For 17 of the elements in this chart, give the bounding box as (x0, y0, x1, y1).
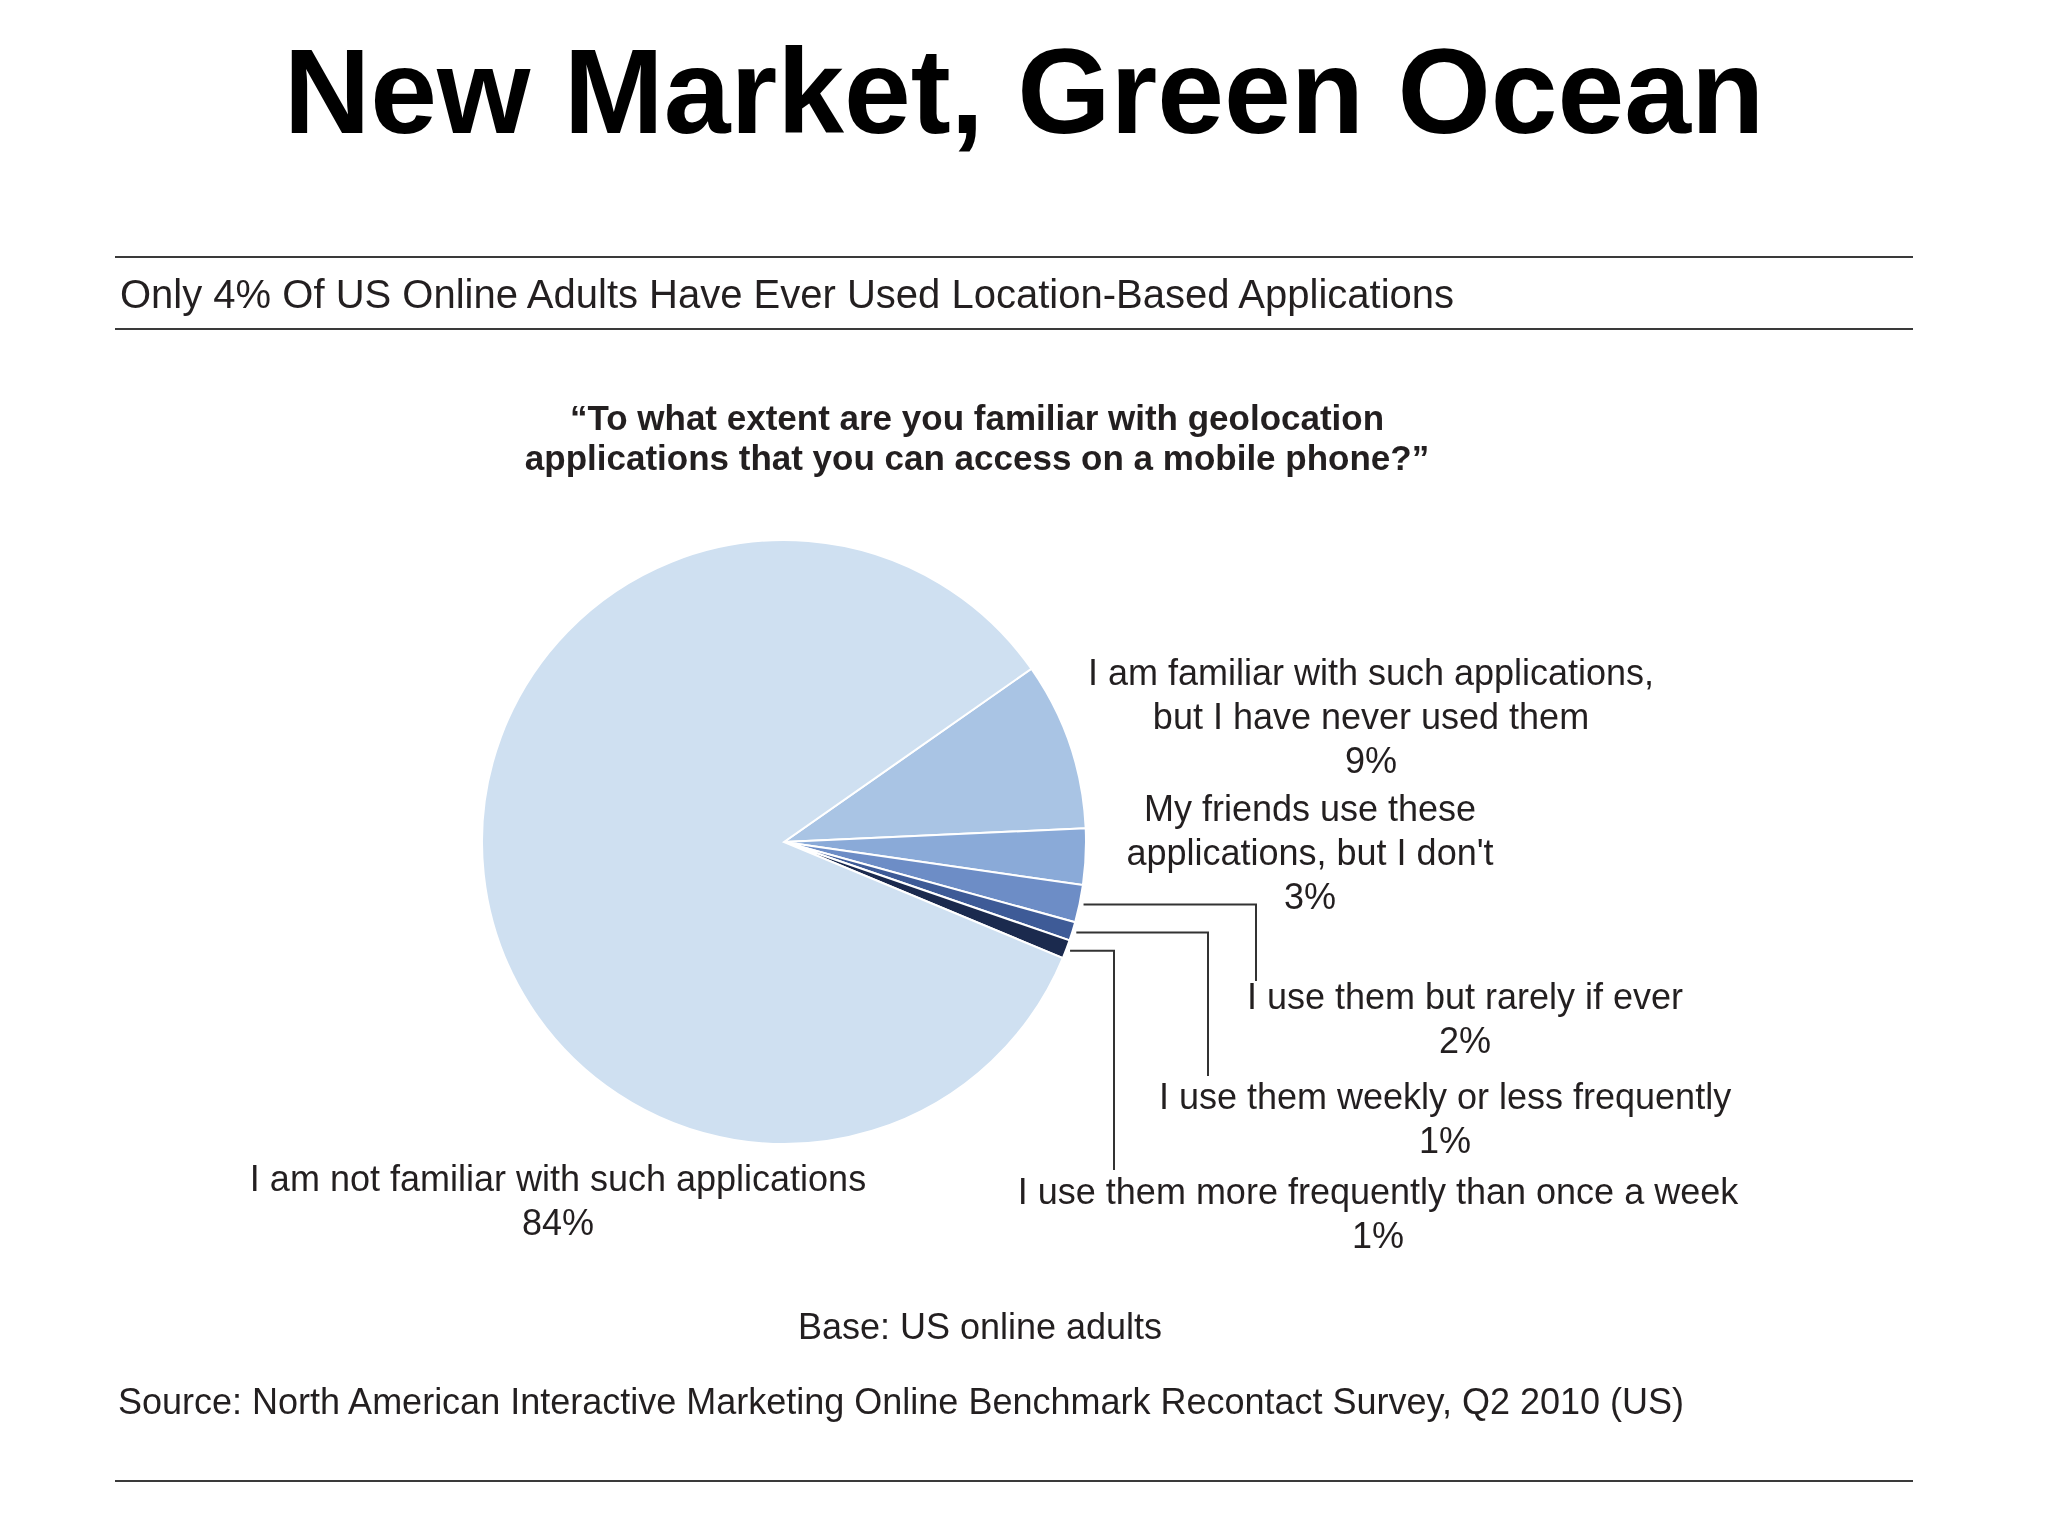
data-label: 3% (1283, 876, 1337, 917)
slice-label: I use them but rarely if ever (1246, 976, 1684, 1017)
text: Base: US online adults (796, 1306, 1164, 1348)
data-label: 1% (1418, 1120, 1472, 1161)
data-label: 9% (1344, 740, 1398, 781)
slice-label: I use them more frequently than once a week (1017, 1171, 1740, 1212)
slice-label: I am not familiar with such applications (249, 1158, 867, 1199)
data-label: 1% (1351, 1215, 1405, 1256)
data-label: 84% (521, 1202, 595, 1243)
slice-label: My friends use these applications, but I don't (1126, 788, 1494, 873)
source-note: Source: North American Interactive Marketing Online Benchmark Recontact Survey, Q2 2010 (US) (118, 1381, 1686, 1423)
data-label: 2% (1438, 1020, 1492, 1061)
chart-subtitle: Only 4% Of US Online Adults Have Ever Used Location-Based Applications (120, 271, 1455, 317)
text: “To what extent are you familiar with geolocation applications that you can access on a mobile phone?” (523, 398, 1431, 478)
slice-label: I am familiar with such applications, but I have never used them (1087, 652, 1655, 737)
slice-label: I use them weekly or less frequently (1158, 1076, 1732, 1117)
chart-title: New Market, Green Ocean (282, 23, 1766, 160)
